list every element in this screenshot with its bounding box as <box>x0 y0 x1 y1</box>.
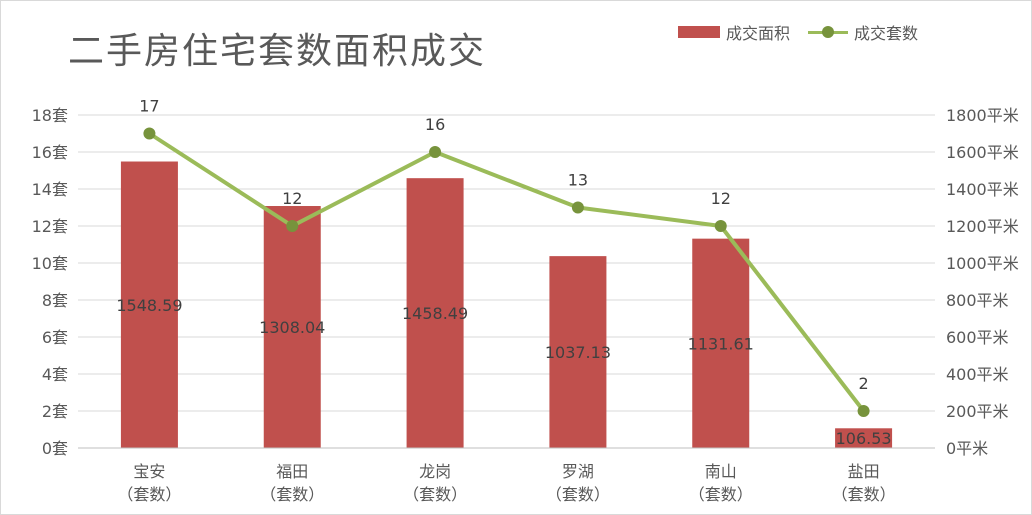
line-marker <box>429 146 442 158</box>
y-left-tick-label: 16套 <box>32 143 68 162</box>
y-left-tick-label: 8套 <box>42 291 68 310</box>
bar <box>406 178 464 448</box>
y-right-tick-label: 1000平米 <box>946 254 1019 273</box>
x-tick-label: 龙岗 <box>419 462 451 481</box>
y-right-tick-label: 1600平米 <box>946 143 1019 162</box>
bar <box>120 161 178 448</box>
line-data-label: 12 <box>282 189 302 208</box>
y-right-tick-label: 400平米 <box>946 365 1009 384</box>
bar <box>263 206 321 448</box>
y-right-tick-label: 600平米 <box>946 328 1009 347</box>
y-right-tick-label: 800平米 <box>946 291 1009 310</box>
x-tick-label: 宝安 <box>133 462 165 481</box>
line-marker <box>286 220 299 232</box>
y-right-tick-label: 1800平米 <box>946 106 1019 125</box>
x-tick-label: （套数） <box>403 485 467 504</box>
x-tick-label: （套数） <box>546 485 610 504</box>
legend-item-area: 成交面积 <box>678 20 790 44</box>
y-right-tick-label: 1200平米 <box>946 217 1019 236</box>
bar-data-label: 1131.61 <box>688 334 754 353</box>
y-left-tick-label: 12套 <box>32 217 68 236</box>
bar-data-label: 1037.13 <box>545 343 611 362</box>
x-tick-label: （套数） <box>117 485 181 504</box>
line-marker <box>857 405 870 417</box>
y-left-tick-label: 2套 <box>42 402 68 421</box>
x-tick-label: 福田 <box>276 462 308 481</box>
x-tick-label: 罗湖 <box>562 462 594 481</box>
bar-data-label: 1548.59 <box>116 296 182 315</box>
y-left-tick-label: 4套 <box>42 365 68 384</box>
y-left-tick-label: 14套 <box>32 180 68 199</box>
legend-label-count: 成交套数 <box>854 24 919 43</box>
bar <box>549 256 607 448</box>
line-marker <box>143 127 156 140</box>
x-tick-label: 南山 <box>705 462 737 481</box>
bar-data-label: 1458.49 <box>402 304 468 323</box>
chart-legend: 成交面积 成交套数 <box>678 20 936 44</box>
chart-title: 二手房住宅套数面积成交 <box>68 31 487 72</box>
bar-data-label: 1308.04 <box>259 318 325 337</box>
y-right-tick-label: 200平米 <box>946 402 1009 421</box>
bar <box>692 238 750 448</box>
legend-swatch-line <box>808 25 849 39</box>
line-marker <box>571 201 584 214</box>
line-data-label: 13 <box>568 171 588 190</box>
line-series <box>148 131 866 413</box>
bar <box>835 428 893 448</box>
y-left-tick-label: 10套 <box>32 254 68 273</box>
y-left-tick-label: 0套 <box>42 439 68 458</box>
x-tick-label: （套数） <box>832 485 896 504</box>
legend-swatch-bar <box>678 26 720 38</box>
line-marker <box>714 220 727 232</box>
legend-item-count: 成交套数 <box>808 20 918 44</box>
y-left-tick-label: 6套 <box>42 328 68 347</box>
x-tick-label: 盐田 <box>848 462 880 481</box>
y-right-tick-label: 1400平米 <box>946 180 1019 199</box>
bar-data-label: 106.53 <box>836 429 892 448</box>
line-data-label: 12 <box>711 189 731 208</box>
y-right-tick-label: 0平米 <box>946 439 988 458</box>
line-data-label: 17 <box>139 97 159 116</box>
legend-label-area: 成交面积 <box>726 24 791 43</box>
y-left-tick-label: 18套 <box>32 106 68 125</box>
line-data-label: 16 <box>425 115 445 134</box>
line-data-label: 2 <box>858 374 868 393</box>
x-tick-label: （套数） <box>260 485 324 504</box>
x-tick-label: （套数） <box>689 485 753 504</box>
